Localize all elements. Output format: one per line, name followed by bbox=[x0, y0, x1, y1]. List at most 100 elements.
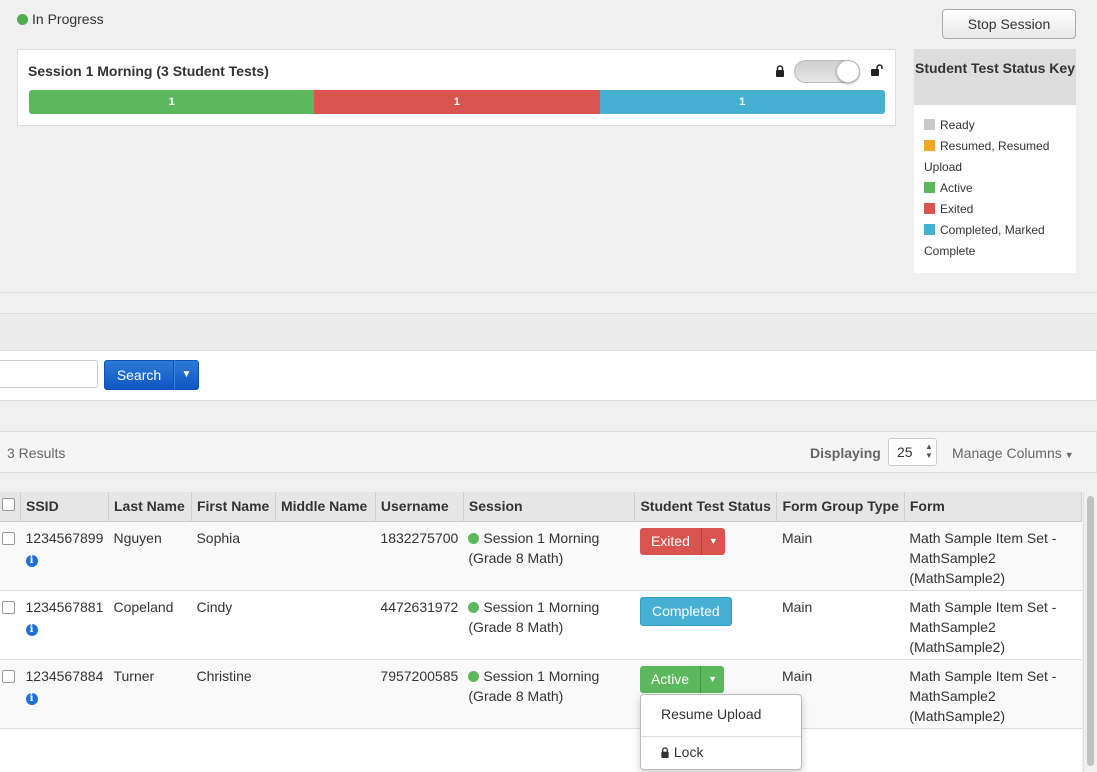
cell-username: 4472631972 bbox=[375, 590, 464, 660]
select-arrows-icon: ▲ ▼ bbox=[925, 442, 933, 460]
caret-down-icon[interactable]: ▼ bbox=[700, 527, 725, 555]
menu-item-resume-upload[interactable]: Resume Upload bbox=[661, 706, 762, 722]
column-header-form[interactable]: Form bbox=[904, 492, 1083, 522]
session-status-dot-icon bbox=[468, 532, 480, 544]
caret-down-icon[interactable]: ▼ bbox=[700, 665, 724, 693]
menu-item-lock-label: Lock bbox=[673, 744, 704, 760]
search-panel-header bbox=[0, 314, 1097, 351]
stop-session-button[interactable]: Stop Session bbox=[942, 9, 1076, 39]
cell-student-test-status: Exited ▼ bbox=[634, 521, 777, 591]
status-color-swatch bbox=[924, 203, 935, 214]
ssid-value: 1234567899 bbox=[25, 529, 104, 546]
form-line: Math Sample Item Set - bbox=[909, 667, 1057, 684]
cell-form: Math Sample Item Set - MathSample2 (MathSa… bbox=[904, 521, 1082, 591]
cell-middle-name bbox=[275, 659, 376, 729]
table-scrollbar[interactable] bbox=[1083, 492, 1097, 772]
row-checkbox[interactable] bbox=[2, 600, 15, 614]
cell-session: Session 1 Morning (Grade 8 Math) bbox=[463, 590, 635, 660]
cell-form-group-type: Main bbox=[776, 590, 905, 660]
row-checkbox[interactable] bbox=[2, 669, 15, 683]
page-size-value: 25 bbox=[897, 444, 913, 460]
scrollbar-thumb[interactable] bbox=[1087, 496, 1094, 766]
row-select-cell bbox=[0, 590, 21, 660]
column-header-student-test-status[interactable]: Student Test Status bbox=[634, 492, 778, 522]
table-row[interactable]: 1234567899 i Nguyen Sophia 1832275700 Session… bbox=[0, 521, 1082, 591]
session-status: In Progress bbox=[17, 11, 104, 27]
table-row[interactable]: 1234567881 i Copeland Cindy 4472631972 Sessio… bbox=[0, 590, 1082, 660]
session-name: Session 1 Morning bbox=[483, 529, 600, 546]
column-header-username[interactable]: Username bbox=[375, 492, 464, 522]
ssid-value: 1234567884 bbox=[25, 667, 104, 684]
column-header-middle-name[interactable]: Middle Name bbox=[275, 492, 376, 522]
status-key-item: Completed, Marked Complete bbox=[924, 220, 1072, 262]
column-header-last-name[interactable]: Last Name bbox=[108, 492, 192, 522]
menu-divider bbox=[641, 736, 801, 737]
progress-segment-completed: 1 bbox=[599, 90, 885, 114]
session-status-label: In Progress bbox=[32, 11, 104, 27]
status-key-label: Resumed, Resumed Upload bbox=[924, 139, 1050, 174]
cell-form-group-type: Main bbox=[776, 521, 905, 591]
caret-down-icon: ▼ bbox=[181, 369, 192, 380]
session-status-dot-icon bbox=[468, 670, 480, 682]
students-table-container: SSID Last Name First Name Middle Name Us… bbox=[0, 492, 1083, 772]
form-line: (MathSample2) bbox=[909, 638, 1006, 655]
select-all-checkbox[interactable] bbox=[2, 498, 15, 512]
status-label: Exited bbox=[650, 532, 690, 549]
search-panel: Search ▼ bbox=[0, 313, 1097, 401]
status-label: Active bbox=[650, 670, 690, 687]
session-lock-toggle[interactable] bbox=[794, 60, 860, 83]
session-name: Session 1 Morning bbox=[483, 598, 600, 615]
cell-first-name: Christine bbox=[191, 659, 276, 729]
column-header-form-group-type[interactable]: Form Group Type bbox=[776, 492, 905, 522]
table-row[interactable]: 1234567884 i Turner Christine 7957200585 Sess… bbox=[0, 659, 1082, 729]
student-test-status-button[interactable]: Active ▼ bbox=[639, 665, 725, 693]
status-key-item: Ready bbox=[924, 115, 1072, 136]
cell-ssid: 1234567899 i bbox=[20, 521, 109, 591]
session-grade: (Grade 8 Math) bbox=[468, 687, 564, 704]
status-key-label: Ready bbox=[940, 118, 975, 132]
form-line: (MathSample2) bbox=[909, 569, 1006, 586]
ssid-value: 1234567881 bbox=[25, 598, 104, 615]
manage-columns-button[interactable]: Manage Columns ▼ bbox=[952, 445, 1074, 461]
manage-columns-label: Manage Columns bbox=[952, 445, 1062, 461]
status-key-box: Student Test Status Key Ready Resumed, Re… bbox=[914, 49, 1076, 273]
search-options-button[interactable]: ▼ bbox=[174, 360, 199, 390]
student-test-status-button[interactable]: Completed bbox=[639, 596, 732, 626]
table-body: 1234567899 i Nguyen Sophia 1832275700 Session… bbox=[0, 521, 1082, 729]
cell-last-name: Turner bbox=[108, 659, 192, 729]
cell-form: Math Sample Item Set - MathSample2 (MathSa… bbox=[904, 659, 1082, 729]
lock-icon bbox=[660, 744, 670, 760]
status-key-label: Completed, Marked Complete bbox=[924, 223, 1045, 258]
cell-student-test-status: Completed bbox=[634, 590, 777, 660]
column-header-session[interactable]: Session bbox=[463, 492, 636, 522]
row-select-cell bbox=[0, 521, 21, 591]
status-color-swatch bbox=[924, 140, 935, 151]
info-icon[interactable]: i bbox=[25, 623, 38, 636]
unlock-icon bbox=[871, 63, 884, 79]
cell-ssid: 1234567881 i bbox=[20, 590, 109, 660]
cell-username: 7957200585 bbox=[375, 659, 464, 729]
results-toolbar: 3 Results Displaying 25 ▲ ▼ Manage Column… bbox=[0, 431, 1097, 473]
select-all-header[interactable] bbox=[0, 492, 21, 522]
status-key-label: Active bbox=[940, 181, 973, 195]
column-header-ssid[interactable]: SSID bbox=[20, 492, 109, 522]
form-line: Math Sample Item Set - bbox=[909, 598, 1057, 615]
session-grade: (Grade 8 Math) bbox=[468, 618, 564, 635]
info-icon[interactable]: i bbox=[25, 554, 38, 567]
lock-icon bbox=[775, 64, 785, 80]
results-count: 3 Results bbox=[7, 445, 66, 461]
row-checkbox[interactable] bbox=[2, 531, 15, 545]
search-button[interactable]: Search bbox=[104, 360, 174, 390]
toggle-knob[interactable] bbox=[836, 60, 860, 83]
page-size-select[interactable]: 25 ▲ ▼ bbox=[888, 438, 937, 466]
info-icon[interactable]: i bbox=[25, 692, 38, 705]
menu-item-lock[interactable]: Lock bbox=[660, 744, 703, 760]
student-test-status-button[interactable]: Exited ▼ bbox=[639, 527, 725, 555]
cell-middle-name bbox=[275, 521, 376, 591]
status-key-label: Exited bbox=[940, 202, 974, 216]
session-title: Session 1 Morning (3 Student Tests) bbox=[28, 63, 269, 79]
column-header-first-name[interactable]: First Name bbox=[191, 492, 276, 522]
search-input[interactable] bbox=[0, 360, 98, 388]
session-name: Session 1 Morning bbox=[483, 667, 600, 684]
